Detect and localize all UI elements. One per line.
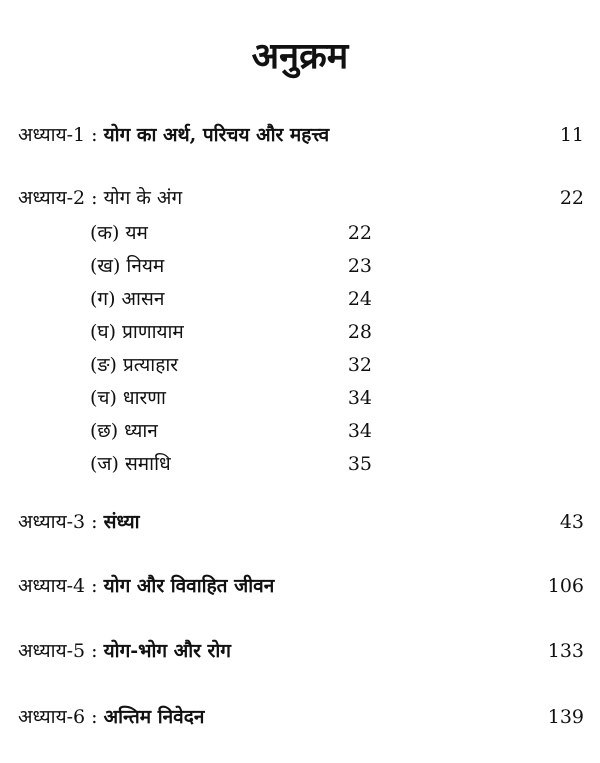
toc-subsection: (छ) ध्यान 34 bbox=[90, 417, 372, 445]
chapter-title: योग-भोग और रोग bbox=[103, 640, 231, 662]
subsection-label: (क) यम bbox=[90, 222, 148, 244]
subsection-label: (ङ) प्रत्याहार bbox=[90, 354, 179, 376]
toc-chapter-1: अध्याय-1 : योग का अर्थ, परिचय और महत्त्व… bbox=[18, 121, 584, 149]
chapter-page: 133 bbox=[547, 640, 584, 662]
chapter-prefix: अध्याय-6 : bbox=[18, 706, 104, 728]
chapter-page: 43 bbox=[559, 511, 584, 533]
chapter-title: अन्तिम निवेदन bbox=[103, 706, 205, 728]
toc-chapter-4: अध्याय-4 : योग और विवाहित जीवन 106 bbox=[18, 572, 584, 600]
chapter-prefix: अध्याय-1 : bbox=[18, 124, 104, 146]
toc-subsection: (ङ) प्रत्याहार 32 bbox=[90, 351, 372, 379]
subsection-label: (ग) आसन bbox=[90, 288, 165, 310]
chapter-page: 139 bbox=[547, 706, 584, 728]
subsection-label: (छ) ध्यान bbox=[90, 420, 158, 442]
chapter-title: योग का अर्थ, परिचय और महत्त्व bbox=[103, 124, 330, 146]
subsection-page: 22 bbox=[347, 222, 372, 244]
chapter-page: 11 bbox=[559, 124, 584, 146]
subsection-page: 34 bbox=[347, 387, 372, 409]
subsection-page: 23 bbox=[347, 255, 372, 277]
subsection-label: (ख) नियम bbox=[90, 255, 165, 277]
toc-subsection: (च) धारणा 34 bbox=[90, 384, 372, 412]
chapter-prefix: अध्याय-4 : bbox=[18, 575, 104, 597]
toc-chapter-5: अध्याय-5 : योग-भोग और रोग 133 bbox=[18, 637, 584, 665]
chapter-prefix: अध्याय-3 : bbox=[18, 511, 104, 533]
chapter-page: 22 bbox=[559, 187, 584, 209]
toc-subsection: (घ) प्राणायाम 28 bbox=[90, 318, 372, 346]
subsection-label: (घ) प्राणायाम bbox=[90, 321, 184, 343]
subsection-page: 28 bbox=[347, 321, 372, 343]
toc-subsection: (क) यम 22 bbox=[90, 219, 372, 247]
chapter-title: संध्या bbox=[103, 511, 140, 533]
subsection-page: 32 bbox=[347, 354, 372, 376]
toc-chapter-6: अध्याय-6 : अन्तिम निवेदन 139 bbox=[18, 703, 584, 731]
toc-subsection: (ख) नियम 23 bbox=[90, 252, 372, 280]
subsection-page: 34 bbox=[347, 420, 372, 442]
chapter-title: योग के अंग bbox=[103, 187, 183, 209]
subsection-label: (च) धारणा bbox=[90, 387, 166, 409]
chapter-page: 106 bbox=[547, 575, 584, 597]
toc-subsection: (ज) समाधि 35 bbox=[90, 450, 372, 478]
toc-chapter-2: अध्याय-2 : योग के अंग 22 bbox=[18, 184, 584, 212]
chapter-prefix: अध्याय-2 : bbox=[18, 187, 104, 209]
chapter-prefix: अध्याय-5 : bbox=[18, 640, 104, 662]
toc-chapter-3: अध्याय-3 : संध्या 43 bbox=[18, 508, 584, 536]
subsection-page: 24 bbox=[347, 288, 372, 310]
chapter-title: योग और विवाहित जीवन bbox=[103, 575, 275, 597]
toc-subsection: (ग) आसन 24 bbox=[90, 285, 372, 313]
subsection-page: 35 bbox=[347, 453, 372, 475]
subsection-label: (ज) समाधि bbox=[90, 453, 171, 475]
page-title: अनुक्रम bbox=[251, 35, 349, 77]
